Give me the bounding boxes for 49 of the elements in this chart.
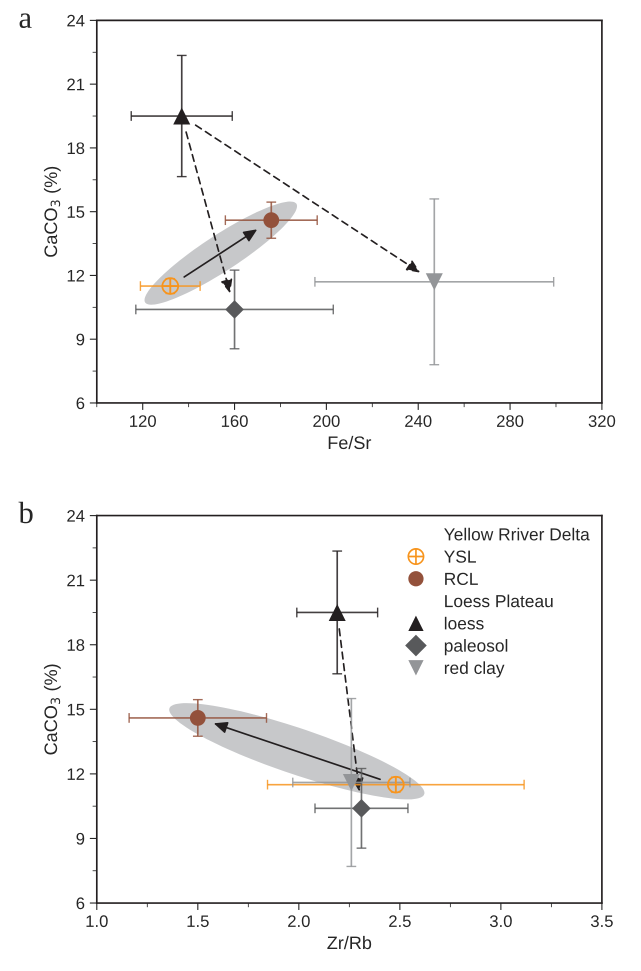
x-tick-label: 1.0 bbox=[86, 915, 108, 928]
y-tick-label: 15 bbox=[68, 206, 84, 218]
y-tick-label: 9 bbox=[76, 334, 84, 346]
x-tick-label: 1.5 bbox=[188, 915, 209, 928]
point bbox=[173, 108, 190, 125]
y-axis-title: CaCO$_{3}$ (%) bbox=[44, 664, 61, 754]
x-tick-label: 240 bbox=[405, 415, 432, 428]
x-axis-title: Zr/Rb bbox=[327, 936, 372, 950]
y-tick-label: 15 bbox=[68, 704, 84, 716]
point bbox=[263, 212, 280, 228]
point bbox=[386, 776, 405, 794]
y-tick-label: 6 bbox=[76, 397, 84, 410]
x-tick-label: 3.0 bbox=[490, 915, 512, 928]
y-tick-label: 12 bbox=[68, 270, 84, 282]
x-axis-title: Fe/Sr bbox=[328, 436, 372, 450]
y-tick-label: 24 bbox=[67, 510, 84, 522]
x-tick-label: 200 bbox=[313, 415, 340, 428]
point bbox=[426, 273, 443, 290]
x-tick-label: 320 bbox=[588, 415, 616, 428]
y-tick-label: 21 bbox=[67, 78, 84, 90]
x-tick-label: 120 bbox=[130, 415, 156, 428]
y-tick-label: 18 bbox=[68, 639, 84, 651]
y-axis-title: CaCO$_{3}$ (%) bbox=[44, 166, 61, 257]
y-tick-label: 9 bbox=[76, 832, 84, 845]
x-tick-label: 2.5 bbox=[389, 915, 411, 928]
point bbox=[190, 710, 206, 726]
x-tick-label: 2.0 bbox=[288, 915, 310, 928]
y-tick-label: 6 bbox=[76, 897, 84, 910]
point bbox=[225, 300, 244, 319]
annotation: Loess Plateau bbox=[445, 594, 553, 608]
annotation: Yellow Rriver Delta bbox=[444, 528, 590, 541]
chart-title: a bbox=[20, 13, 32, 28]
point bbox=[161, 277, 180, 295]
x-tick-label: 3.5 bbox=[590, 915, 613, 928]
legend-label: red clay bbox=[444, 661, 504, 678]
chart-title: b bbox=[18, 502, 33, 524]
y-tick-label: 12 bbox=[68, 768, 84, 780]
y-tick-label: 18 bbox=[68, 142, 84, 154]
x-tick-label: 280 bbox=[496, 415, 524, 428]
x-tick-label: 160 bbox=[222, 415, 248, 428]
y-tick-label: 21 bbox=[67, 574, 84, 586]
legend-label: YSL bbox=[444, 550, 476, 563]
legend-label: paleosol bbox=[444, 639, 508, 656]
point bbox=[342, 774, 360, 791]
legend-label: loess bbox=[444, 616, 484, 630]
point bbox=[352, 799, 371, 818]
point bbox=[328, 604, 346, 621]
y-tick-label: 24 bbox=[67, 14, 84, 26]
legend-label: RCL bbox=[445, 572, 478, 586]
